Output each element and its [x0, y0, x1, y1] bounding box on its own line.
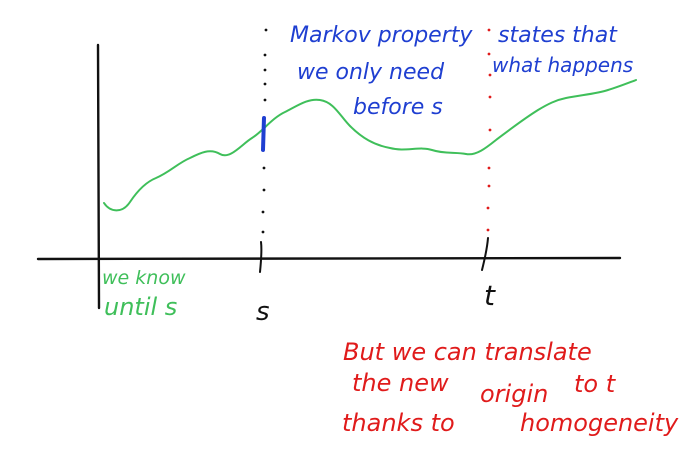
- until-s-text: until s: [104, 293, 177, 321]
- label-s: s: [256, 297, 270, 327]
- homogeneity-note-origin: origin: [480, 380, 548, 408]
- homogeneity-note-line-1: But we can translate: [343, 338, 592, 366]
- dotted-line-t: [486, 28, 492, 232]
- homogeneity-note-thanks-to: thanks to: [342, 409, 455, 437]
- s-marker: [261, 116, 266, 152]
- markov-note-line-1: Markov property: [290, 23, 473, 48]
- dotted-line-s: [261, 28, 268, 234]
- s-tick: [259, 241, 263, 273]
- we-know-text: we know: [102, 267, 186, 289]
- states-that-line-1: states that: [498, 23, 618, 48]
- label-t: t: [484, 279, 496, 312]
- markov-note-line-2: we only need: [297, 60, 445, 85]
- markov-note-line-3: before s: [353, 95, 443, 120]
- homogeneity-note-to-t: to t: [574, 370, 617, 398]
- t-tick: [481, 237, 489, 271]
- y-axis: [96, 43, 101, 310]
- homogeneity-note-word: homogeneity: [520, 409, 679, 437]
- sample-path: [103, 79, 637, 212]
- homogeneity-note-the-new: the new: [352, 369, 449, 397]
- x-axis: [36, 256, 622, 261]
- states-that-line-2: what happens: [492, 53, 633, 77]
